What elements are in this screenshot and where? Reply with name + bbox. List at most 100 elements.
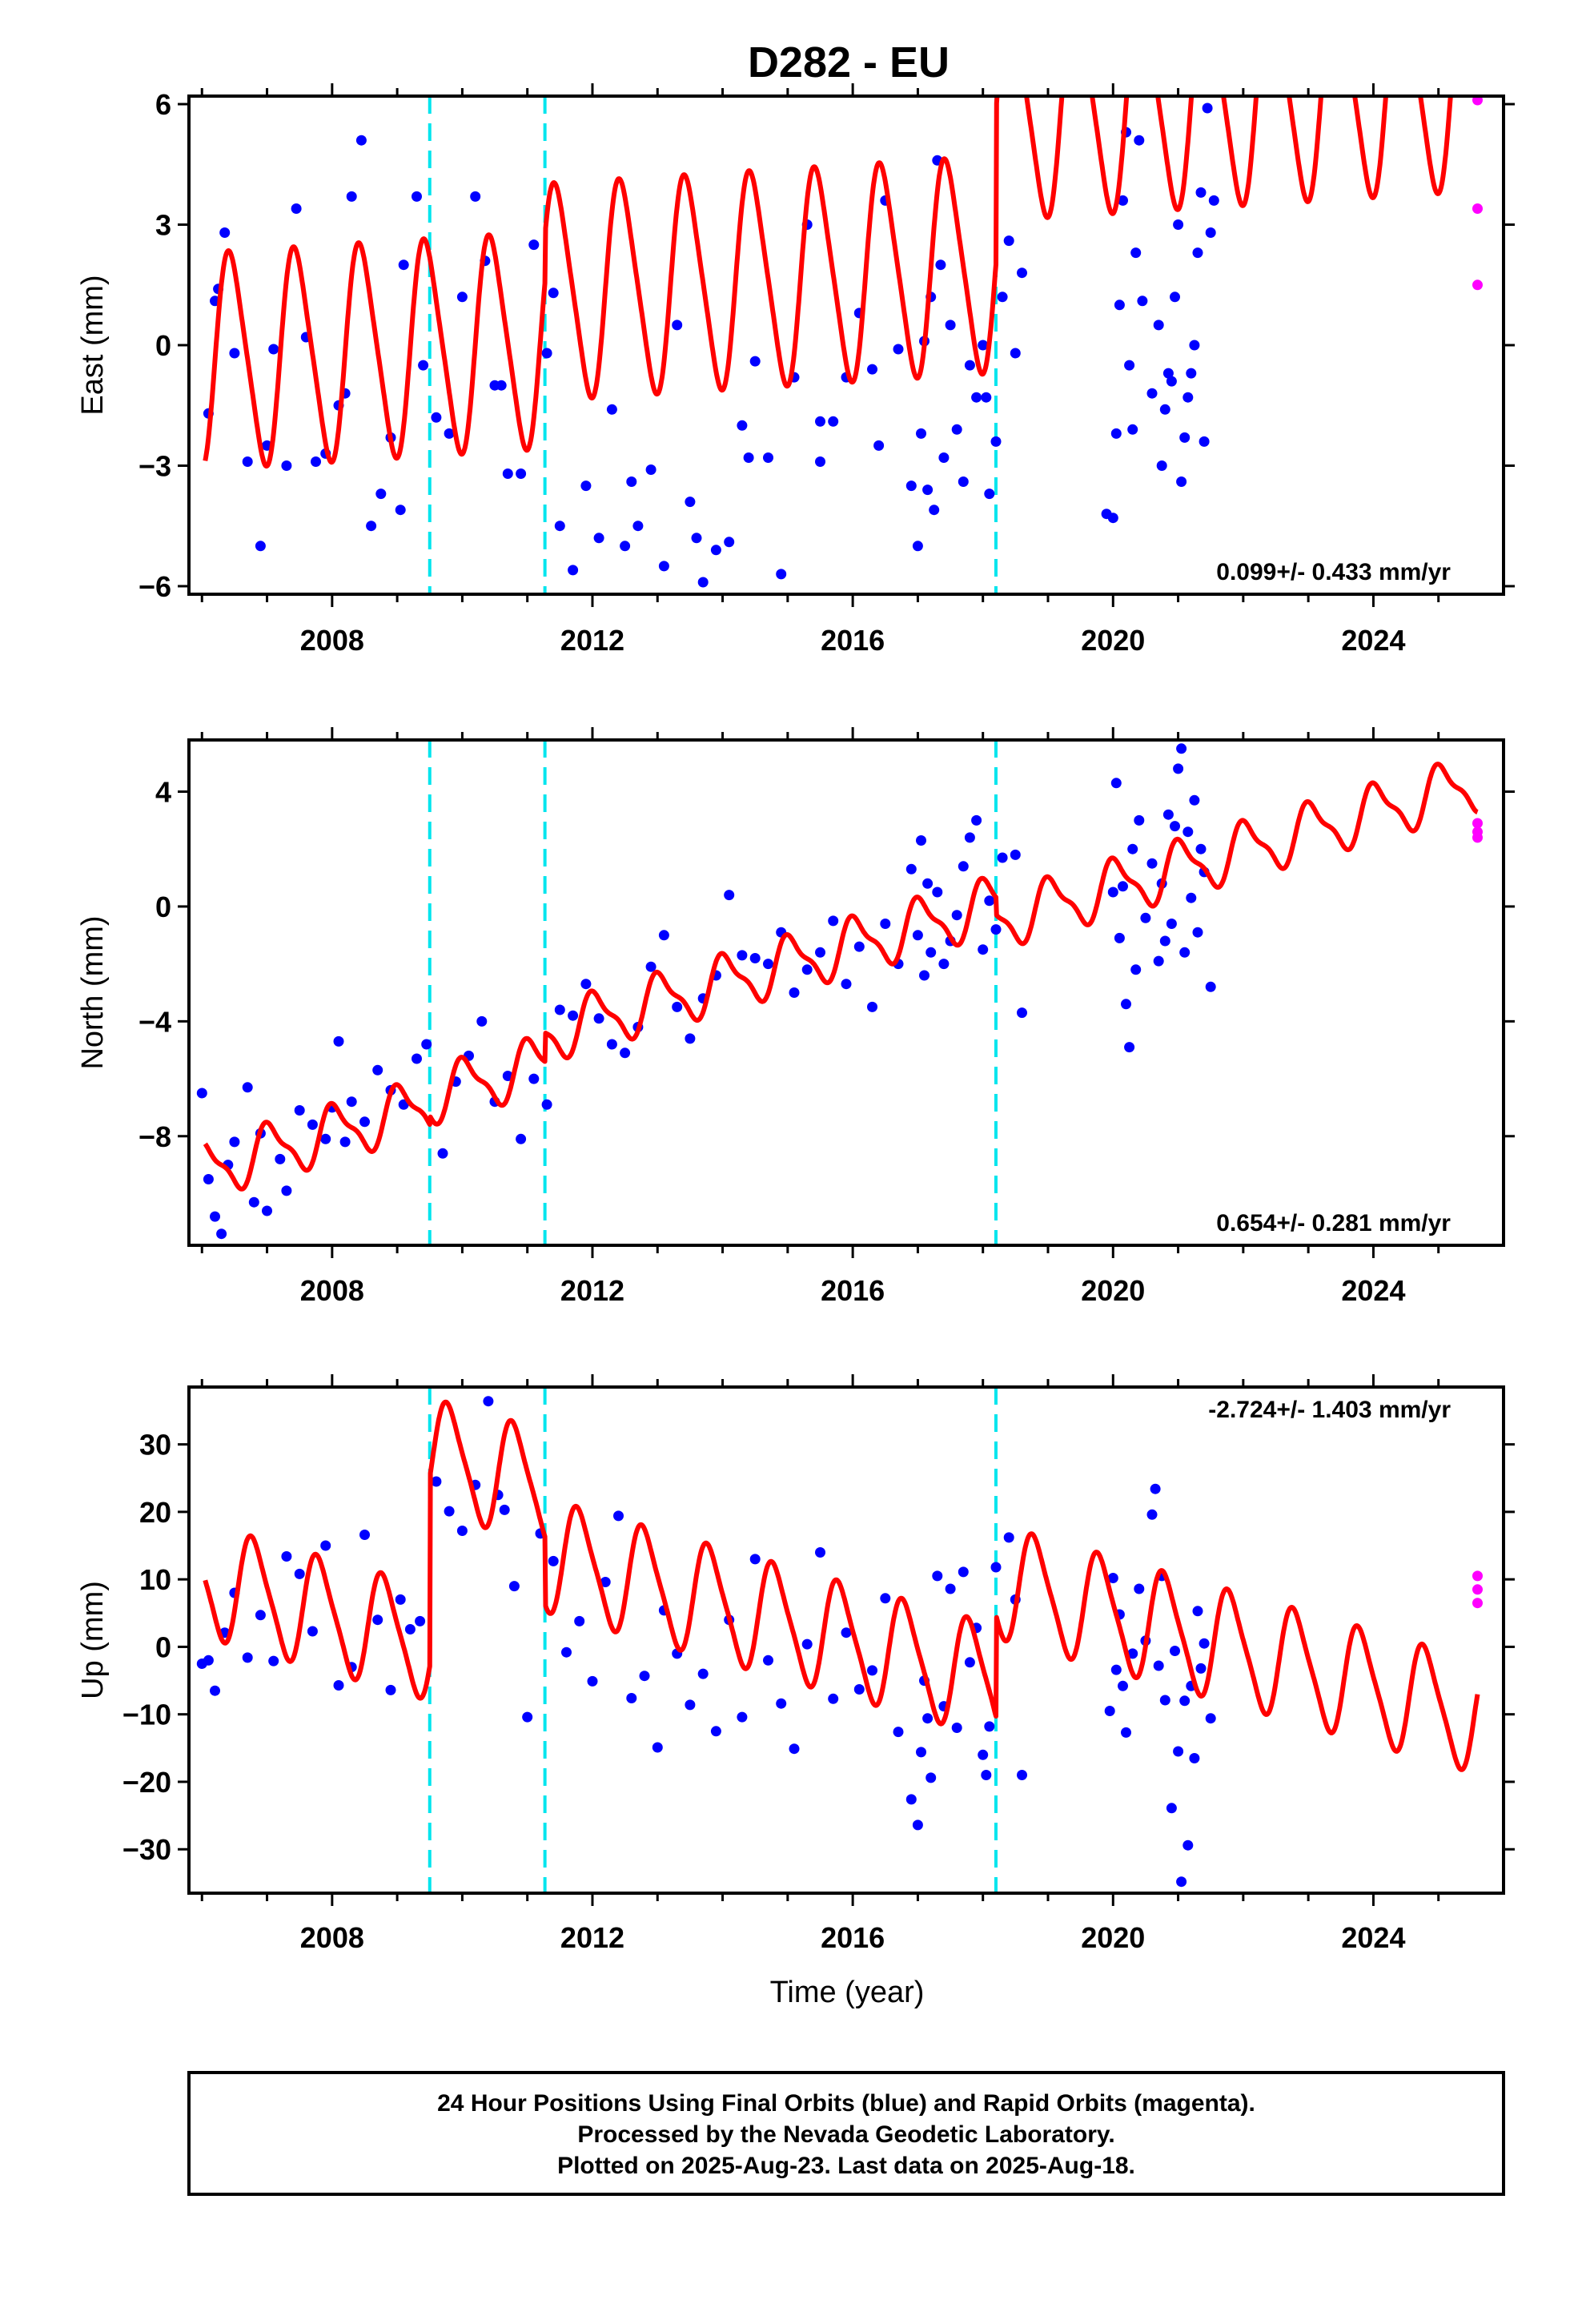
final-orbit-point bbox=[1003, 1532, 1014, 1543]
final-orbit-point bbox=[311, 456, 321, 467]
y-tick-label: 4 bbox=[155, 776, 171, 809]
final-orbit-point bbox=[431, 1476, 442, 1487]
final-orbit-point bbox=[574, 1615, 585, 1626]
x-tick-label: 2016 bbox=[821, 1921, 885, 1954]
final-orbit-point bbox=[981, 392, 992, 403]
final-orbit-point bbox=[945, 320, 956, 331]
final-orbit-point bbox=[508, 1581, 520, 1592]
final-orbit-point bbox=[333, 1680, 344, 1691]
final-orbit-point bbox=[1182, 1839, 1194, 1851]
final-orbit-point bbox=[938, 452, 950, 463]
final-orbit-point bbox=[1179, 947, 1191, 958]
final-orbit-point bbox=[366, 521, 377, 532]
final-orbit-point bbox=[853, 941, 865, 952]
final-orbit-point bbox=[1118, 1680, 1128, 1691]
final-orbit-point bbox=[685, 497, 696, 508]
y-tick-label: −4 bbox=[139, 1005, 171, 1038]
final-orbit-point bbox=[815, 456, 825, 467]
footer-line-1: 24 Hour Positions Using Final Orbits (bl… bbox=[437, 2090, 1255, 2117]
y-tick-label: 20 bbox=[139, 1496, 171, 1529]
final-orbit-point bbox=[964, 360, 975, 371]
rapid-orbit-point bbox=[1472, 1598, 1483, 1609]
final-orbit-point bbox=[587, 1675, 598, 1687]
final-orbit-point bbox=[763, 959, 773, 970]
final-orbit-point bbox=[528, 239, 540, 251]
final-orbit-point bbox=[1202, 103, 1213, 114]
final-orbit-point bbox=[971, 392, 982, 403]
x-axis-label: Time (year) bbox=[770, 1976, 925, 2009]
final-orbit-point bbox=[1179, 432, 1191, 443]
footer-line-3: Plotted on 2025-Aug-23. Last data on 202… bbox=[557, 2153, 1135, 2179]
final-orbit-point bbox=[1127, 1648, 1138, 1659]
final-orbit-point bbox=[1195, 187, 1207, 198]
final-orbit-point bbox=[763, 1655, 773, 1666]
rapid-orbit-point bbox=[1472, 279, 1483, 291]
final-orbit-point bbox=[867, 1665, 877, 1676]
final-orbit-point bbox=[1107, 887, 1118, 898]
final-orbit-point bbox=[203, 1174, 214, 1184]
final-orbit-point bbox=[776, 1698, 787, 1709]
final-orbit-point bbox=[945, 1583, 956, 1594]
final-orbit-point bbox=[268, 1655, 279, 1667]
final-orbit-point bbox=[893, 1727, 904, 1738]
final-orbit-point bbox=[522, 1711, 533, 1723]
x-tick-label: 2008 bbox=[300, 624, 364, 657]
final-orbit-point bbox=[281, 1551, 292, 1562]
final-orbit-point bbox=[1166, 919, 1177, 929]
rapid-orbit-point bbox=[1472, 1584, 1483, 1595]
final-orbit-point bbox=[580, 480, 592, 492]
final-orbit-point bbox=[554, 521, 565, 532]
final-orbit-point bbox=[841, 979, 852, 990]
final-orbit-point bbox=[685, 1033, 696, 1044]
final-orbit-point bbox=[815, 1547, 825, 1558]
final-orbit-point bbox=[568, 1010, 579, 1021]
plot-area bbox=[196, 1396, 1483, 1888]
final-orbit-point bbox=[548, 1555, 559, 1566]
y-tick-label: 6 bbox=[155, 88, 171, 121]
final-orbit-point bbox=[593, 533, 604, 544]
final-orbit-point bbox=[1146, 1509, 1158, 1520]
final-orbit-point bbox=[984, 489, 995, 500]
final-orbit-point bbox=[1176, 743, 1187, 754]
final-orbit-point bbox=[652, 1742, 663, 1753]
final-orbit-point bbox=[984, 1721, 995, 1732]
final-orbit-point bbox=[672, 1001, 683, 1012]
final-orbit-point bbox=[1173, 219, 1184, 230]
final-orbit-point bbox=[763, 452, 773, 463]
final-orbit-point bbox=[281, 1185, 292, 1196]
final-orbit-point bbox=[1195, 1663, 1207, 1674]
velocity-annotation: 0.654+/- 0.281 mm/yr bbox=[1216, 1210, 1451, 1236]
final-orbit-point bbox=[255, 541, 266, 552]
final-orbit-point bbox=[938, 959, 950, 970]
final-orbit-point bbox=[951, 1723, 962, 1733]
final-orbit-point bbox=[1110, 1664, 1122, 1675]
final-orbit-point bbox=[776, 569, 787, 580]
final-orbit-point bbox=[672, 320, 683, 331]
final-orbit-point bbox=[1173, 1746, 1184, 1757]
rapid-orbit-point bbox=[1472, 832, 1483, 843]
final-orbit-point bbox=[626, 1693, 637, 1703]
final-orbit-point bbox=[880, 919, 891, 929]
final-orbit-point bbox=[639, 1671, 650, 1682]
final-orbit-point bbox=[1124, 360, 1135, 371]
final-orbit-point bbox=[737, 1711, 748, 1723]
final-orbit-point bbox=[502, 468, 513, 479]
final-orbit-point bbox=[395, 505, 406, 516]
final-orbit-point bbox=[1153, 320, 1164, 331]
final-orbit-point bbox=[880, 1593, 891, 1604]
final-orbit-point bbox=[828, 915, 839, 927]
final-orbit-point bbox=[1182, 826, 1194, 838]
x-tick-label: 2020 bbox=[1081, 1921, 1145, 1954]
final-orbit-point bbox=[456, 1526, 468, 1536]
final-orbit-point bbox=[958, 861, 969, 872]
final-orbit-point bbox=[528, 1073, 540, 1084]
final-orbit-point bbox=[645, 961, 656, 972]
y-axis-label: East (mm) bbox=[76, 275, 110, 415]
final-orbit-point bbox=[1134, 814, 1145, 826]
final-orbit-point bbox=[1162, 809, 1174, 820]
final-orbit-point bbox=[912, 541, 923, 552]
final-orbit-point bbox=[372, 1614, 383, 1626]
final-orbit-point bbox=[294, 1568, 305, 1579]
north-panel: 4 0 −4 −8 2008 2012 2016 2020 2024 North (mm) 0.65… bbox=[76, 727, 1515, 1307]
